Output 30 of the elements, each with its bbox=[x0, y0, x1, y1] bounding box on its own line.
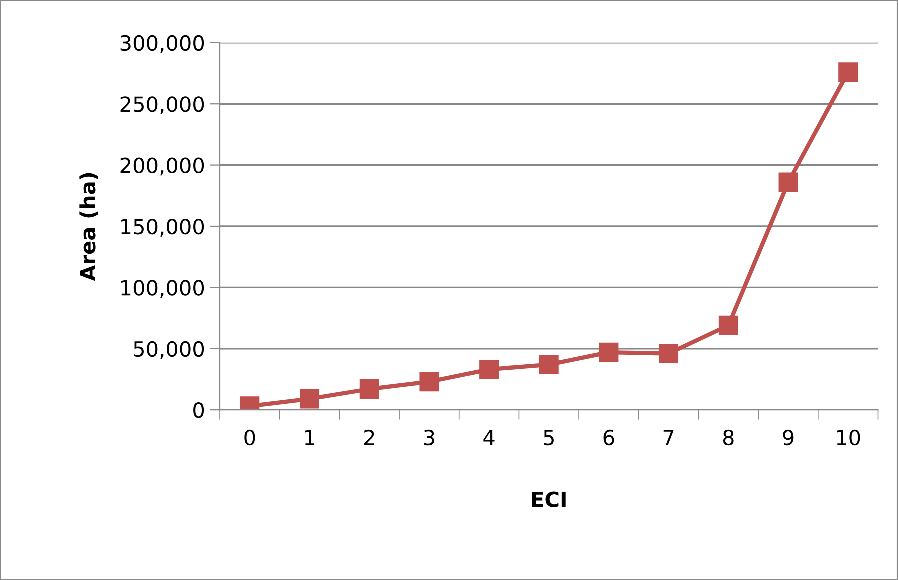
point bbox=[778, 172, 798, 192]
x-tick-label: 1 bbox=[305, 430, 314, 446]
y-tick-label: 0 bbox=[194, 402, 204, 418]
point bbox=[420, 372, 440, 392]
point bbox=[838, 62, 858, 82]
point bbox=[539, 355, 559, 374]
x-axis-title: ECI bbox=[532, 492, 566, 508]
point bbox=[599, 342, 619, 362]
point bbox=[718, 316, 738, 336]
x-tick-label: 4 bbox=[484, 430, 495, 446]
y-tick-label: 200,000 bbox=[120, 158, 204, 176]
y-tick-label: 250,000 bbox=[120, 96, 204, 114]
y-tick-label: 50,000 bbox=[134, 341, 204, 360]
x-tick-label: 0 bbox=[244, 430, 256, 446]
x-tick-label: 7 bbox=[664, 430, 674, 446]
x-tick-label: 2 bbox=[364, 430, 374, 446]
y-axis-title: Area (ha) bbox=[80, 173, 98, 282]
x-tick-label: 10 bbox=[837, 430, 860, 446]
y-tick-label: 100,000 bbox=[122, 280, 204, 298]
point bbox=[480, 360, 500, 380]
point bbox=[360, 380, 380, 399]
x-tick-label: 3 bbox=[424, 430, 434, 446]
y-tick-label: 300,000 bbox=[120, 35, 204, 54]
x-tick-label: 9 bbox=[783, 430, 794, 446]
point bbox=[659, 344, 679, 364]
point bbox=[300, 389, 320, 409]
x-tick-label: 6 bbox=[604, 430, 614, 446]
x-tick-label: 5 bbox=[544, 430, 554, 446]
x-tick-label: 8 bbox=[723, 430, 734, 446]
y-tick-label: 150,000 bbox=[122, 218, 204, 237]
